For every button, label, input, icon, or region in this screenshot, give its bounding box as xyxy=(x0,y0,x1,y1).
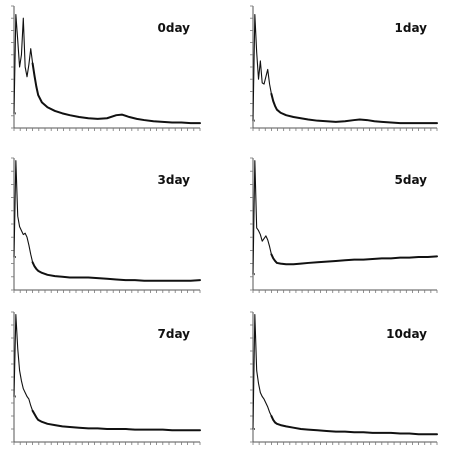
series-line-tail xyxy=(33,63,200,123)
chart-panel-3: 5day xyxy=(250,158,437,293)
panel-label: 7day xyxy=(158,327,191,341)
panel-label: 10day xyxy=(386,327,427,341)
chart-panel-5: 10day xyxy=(250,312,437,445)
chart-panel-2: 3day xyxy=(11,158,200,293)
series-line-tail xyxy=(33,411,200,431)
series-line-tail xyxy=(271,94,437,123)
panel-label: 3day xyxy=(158,173,191,187)
series-line-tail xyxy=(271,254,437,264)
series-line-tail xyxy=(33,262,200,280)
panel-label: 1day xyxy=(395,21,428,35)
series-line-tail xyxy=(271,416,437,434)
chart-panel-0: 0day xyxy=(11,6,200,131)
panel-label: 5day xyxy=(395,173,428,187)
chart-panel-4: 7day xyxy=(11,312,200,445)
chart-panel-1: 1day xyxy=(250,6,437,131)
panel-label: 0day xyxy=(158,21,191,35)
